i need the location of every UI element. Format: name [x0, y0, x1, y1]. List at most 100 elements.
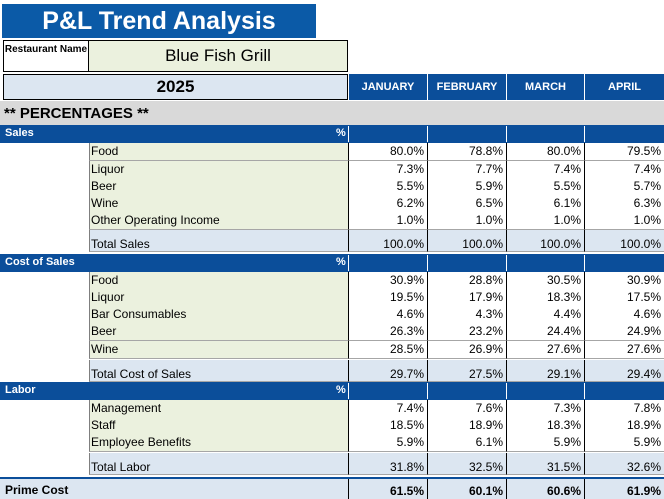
table-row[interactable]: Wine 6.2% 6.5% 6.1% 6.3% [0, 195, 664, 213]
value-cell-february[interactable]: 5.9% [427, 178, 506, 196]
table-row[interactable]: Staff 18.5% 18.9% 18.3% 18.9% [0, 417, 664, 435]
table-row[interactable]: Food 30.9% 28.8% 30.5% 30.9% [0, 272, 664, 290]
table-row[interactable]: Liquor 19.5% 17.9% 18.3% 17.5% [0, 289, 664, 307]
table-row[interactable]: Bar Consumables 4.6% 4.3% 4.4% 4.6% [0, 306, 664, 324]
total-row-labor[interactable]: Total Labor 31.8% 32.5% 31.5% 32.6% [0, 453, 664, 475]
value-cell-april[interactable]: 27.6% [584, 341, 664, 359]
value-cell-january[interactable]: 80.0% [348, 143, 427, 161]
value-cell-april[interactable]: 79.5% [584, 143, 664, 161]
table-row[interactable]: Other Operating Income 1.0% 1.0% 1.0% 1.0% [0, 212, 664, 230]
value-cell-april[interactable]: 17.5% [584, 289, 664, 307]
section-name: Cost of Sales [5, 256, 75, 268]
value-cell-april[interactable]: 6.3% [584, 195, 664, 213]
value-cell-april[interactable]: 5.7% [584, 178, 664, 196]
value-cell-march[interactable]: 30.5% [506, 272, 584, 290]
total-cell-april[interactable]: 100.0% [584, 230, 664, 252]
value-cell-april[interactable]: 5.9% [584, 434, 664, 452]
section-header-cell-february [427, 383, 506, 399]
restaurant-name-cell[interactable]: Blue Fish Grill [89, 40, 348, 72]
section-header-cell-february [427, 126, 506, 142]
total-cell-april[interactable]: 29.4% [584, 360, 664, 382]
total-cell-march[interactable]: 100.0% [506, 230, 584, 252]
table-row[interactable]: Food 80.0% 78.8% 80.0% 79.5% [0, 143, 664, 161]
value-cell-january[interactable]: 5.5% [348, 178, 427, 196]
value-cell-march[interactable]: 24.4% [506, 323, 584, 341]
value-cell-february[interactable]: 28.8% [427, 272, 506, 290]
total-cell-march[interactable]: 31.5% [506, 453, 584, 475]
percentages-title: ** PERCENTAGES ** [0, 101, 664, 125]
section-header-cell-april [584, 383, 664, 399]
total-cell-february[interactable]: 32.5% [427, 453, 506, 475]
value-cell-january[interactable]: 19.5% [348, 289, 427, 307]
row-label: Employee Benefits [89, 434, 348, 452]
value-cell-january[interactable]: 5.9% [348, 434, 427, 452]
value-cell-january[interactable]: 4.6% [348, 306, 427, 324]
total-cell-january[interactable]: 29.7% [348, 360, 427, 382]
month-header-march: MARCH [506, 74, 584, 100]
value-cell-january[interactable]: 1.0% [348, 212, 427, 230]
total-cell-february[interactable]: 100.0% [427, 230, 506, 252]
value-cell-march[interactable]: 27.6% [506, 341, 584, 359]
prime-cost-february[interactable]: 60.1% [427, 479, 506, 499]
value-cell-april[interactable]: 7.8% [584, 400, 664, 418]
total-cell-january[interactable]: 31.8% [348, 453, 427, 475]
value-cell-january[interactable]: 7.4% [348, 400, 427, 418]
table-row[interactable]: Employee Benefits 5.9% 6.1% 5.9% 5.9% [0, 434, 664, 452]
value-cell-april[interactable]: 4.6% [584, 306, 664, 324]
value-cell-february[interactable]: 78.8% [427, 143, 506, 161]
value-cell-january[interactable]: 26.3% [348, 323, 427, 341]
value-cell-march[interactable]: 18.3% [506, 289, 584, 307]
value-cell-january[interactable]: 7.3% [348, 161, 427, 179]
value-cell-march[interactable]: 7.4% [506, 161, 584, 179]
prime-cost-row[interactable]: Prime Cost 61.5% 60.1% 60.6% 61.9% [0, 477, 664, 499]
value-cell-february[interactable]: 1.0% [427, 212, 506, 230]
total-cell-march[interactable]: 29.1% [506, 360, 584, 382]
value-cell-february[interactable]: 7.7% [427, 161, 506, 179]
year-cell[interactable]: 2025 [3, 74, 348, 100]
value-cell-february[interactable]: 26.9% [427, 341, 506, 359]
value-cell-february[interactable]: 6.5% [427, 195, 506, 213]
prime-cost-january[interactable]: 61.5% [348, 479, 427, 499]
value-cell-april[interactable]: 18.9% [584, 417, 664, 435]
report-title: P&L Trend Analysis [2, 4, 316, 38]
total-cell-february[interactable]: 27.5% [427, 360, 506, 382]
value-cell-february[interactable]: 6.1% [427, 434, 506, 452]
value-cell-april[interactable]: 7.4% [584, 161, 664, 179]
value-cell-march[interactable]: 18.3% [506, 417, 584, 435]
value-cell-january[interactable]: 28.5% [348, 341, 427, 359]
value-cell-february[interactable]: 17.9% [427, 289, 506, 307]
month-header-april: APRIL [584, 74, 664, 100]
total-cell-april[interactable]: 32.6% [584, 453, 664, 475]
row-label: Beer [89, 323, 348, 341]
table-row[interactable]: Wine 28.5% 26.9% 27.6% 27.6% [0, 341, 664, 359]
table-row[interactable]: Management 7.4% 7.6% 7.3% 7.8% [0, 400, 664, 418]
value-cell-february[interactable]: 7.6% [427, 400, 506, 418]
prime-cost-march[interactable]: 60.6% [506, 479, 584, 499]
value-cell-february[interactable]: 23.2% [427, 323, 506, 341]
value-cell-january[interactable]: 30.9% [348, 272, 427, 290]
prime-cost-april[interactable]: 61.9% [584, 479, 664, 499]
value-cell-march[interactable]: 4.4% [506, 306, 584, 324]
value-cell-march[interactable]: 5.5% [506, 178, 584, 196]
section-header-cell-february [427, 255, 506, 271]
total-cell-january[interactable]: 100.0% [348, 230, 427, 252]
value-cell-march[interactable]: 80.0% [506, 143, 584, 161]
value-cell-march[interactable]: 6.1% [506, 195, 584, 213]
table-row[interactable]: Beer 5.5% 5.9% 5.5% 5.7% [0, 178, 664, 196]
value-cell-january[interactable]: 6.2% [348, 195, 427, 213]
total-row-sales[interactable]: Total Sales 100.0% 100.0% 100.0% 100.0% [0, 230, 664, 252]
value-cell-april[interactable]: 24.9% [584, 323, 664, 341]
value-cell-february[interactable]: 4.3% [427, 306, 506, 324]
value-cell-march[interactable]: 5.9% [506, 434, 584, 452]
section-header-cell-january [348, 255, 427, 271]
value-cell-march[interactable]: 1.0% [506, 212, 584, 230]
table-row[interactable]: Liquor 7.3% 7.7% 7.4% 7.4% [0, 161, 664, 179]
table-row[interactable]: Beer 26.3% 23.2% 24.4% 24.9% [0, 323, 664, 341]
value-cell-april[interactable]: 1.0% [584, 212, 664, 230]
value-cell-january[interactable]: 18.5% [348, 417, 427, 435]
value-cell-april[interactable]: 30.9% [584, 272, 664, 290]
total-row-cost[interactable]: Total Cost of Sales 29.7% 27.5% 29.1% 29.4% [0, 360, 664, 382]
value-cell-march[interactable]: 7.3% [506, 400, 584, 418]
section-header-cell-march [506, 383, 584, 399]
value-cell-february[interactable]: 18.9% [427, 417, 506, 435]
